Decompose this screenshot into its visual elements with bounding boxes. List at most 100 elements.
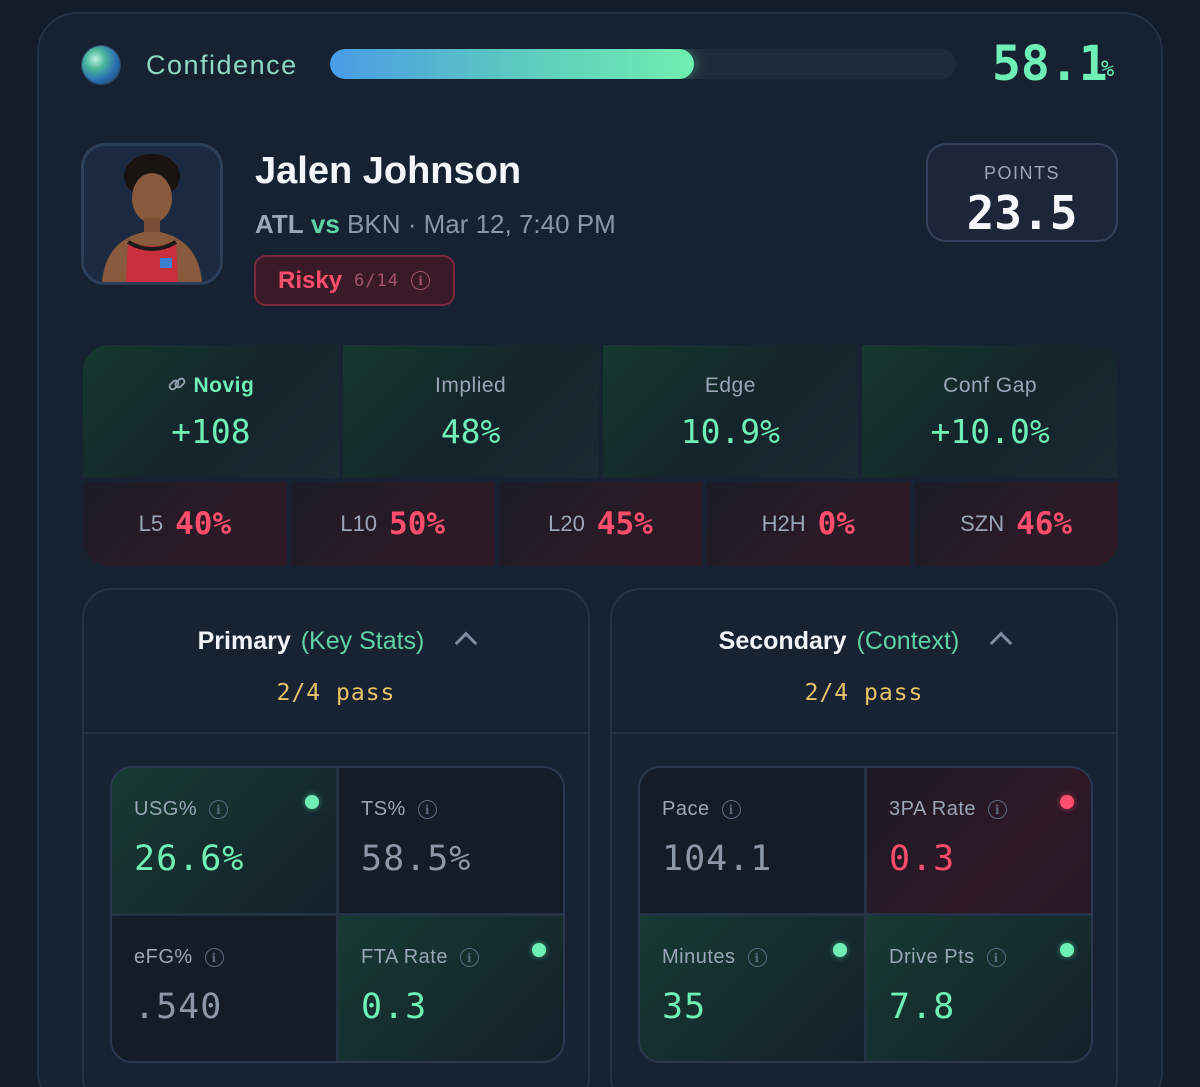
hit-rate-value: 40% [175,506,232,542]
prop-line-box: POINTS 23.5 [926,143,1118,242]
odds-label: Edge [704,374,756,397]
info-icon[interactable]: i [988,800,1008,819]
info-icon[interactable]: i [411,271,430,290]
chevron-up-icon[interactable] [990,631,1013,655]
opponent-abbr: BKN [347,209,401,239]
pass-dot-icon [532,943,546,957]
info-icon[interactable]: i [204,948,224,967]
odds-label: Implied [435,374,507,397]
pass-dot-icon [305,795,319,809]
stat-label-text: Pace [662,798,710,820]
stat-ts: TS% i 58.5% [339,768,563,913]
odds-value: 48% [440,412,501,451]
confidence-label: Confidence [146,50,298,80]
player-name: Jalen Johnson [255,150,522,192]
prop-line-value: 23.5 [966,186,1078,240]
panel-title: Secondary (Context) [612,627,1116,656]
stat-label-text: TS% [361,798,406,820]
risk-badge[interactable]: Risky 6/14 i [254,255,455,306]
primary-panel: Primary (Key Stats) 2/4 pass USG% i 26.6% … [82,588,590,1087]
stat-efg: eFG% i .540 [112,916,336,1061]
stat-label-text: eFG% [134,946,193,968]
stat-drive-pts: Drive Pts i 7.8 [867,916,1091,1061]
confidence-value: 58.1 [992,36,1108,92]
hit-rate-label: L10 [340,511,378,536]
info-icon[interactable]: i [460,948,479,967]
stat-grid: Pace i 104.1 3PA Rate i 0.3 Minutes i 35 Dr… [638,766,1093,1063]
confidence-bar-fill [330,49,694,79]
odds-value: +108 [171,412,251,451]
stat-value: 0.3 [889,839,956,879]
hit-rate-cell: L10 50% [290,482,495,566]
hit-rate-cell: SZN 46% [914,482,1118,566]
hit-rate-value: 45% [596,506,653,542]
stat-pace: Pace i 104.1 [640,768,864,913]
odds-cell-novig[interactable]: Novig +108 [83,345,339,478]
panel-title-sub: (Context) [856,627,960,655]
stat-label: USG% i [134,798,314,821]
stat-value: .540 [134,987,223,1027]
prop-type-label: POINTS [983,163,1060,183]
hit-rate-cell: L5 40% [83,482,287,566]
hit-rate-cell: L20 45% [498,482,703,566]
odds-value: 10.9% [680,412,781,451]
hit-rate-label: L20 [548,511,585,536]
secondary-panel: Secondary (Context) 2/4 pass Pace i 104.1 … [610,588,1118,1087]
team-abbr: ATL [255,209,304,239]
fail-dot-icon [1060,795,1074,809]
secondary-panel-header[interactable]: Secondary (Context) 2/4 pass [612,590,1116,734]
stat-usg: USG% i 26.6% [112,768,336,913]
hit-rate-value: 50% [389,506,446,542]
stat-label-text: 3PA Rate [889,798,977,820]
odds-value: +10.0% [930,412,1050,451]
stat-value: 35 [662,987,707,1027]
vs-label: vs [310,209,340,239]
odds-label-text: Novig [193,374,255,397]
stat-value: 26.6% [134,839,245,879]
hit-rate-cell: H2H 0% [706,482,911,566]
hit-rate-label: L5 [138,511,164,536]
link-icon [169,377,186,391]
hit-rate-label: H2H [761,511,806,536]
confidence-unit: % [1101,57,1115,82]
stat-value: 58.5% [361,839,472,879]
hit-rate-value: 0% [817,506,855,542]
stat-label: Minutes i [662,946,842,969]
info-icon[interactable]: i [417,800,437,819]
info-icon[interactable]: i [986,948,1006,967]
stat-label: Pace i [662,798,842,821]
pass-dot-icon [1060,943,1074,957]
stat-label: Drive Pts i [889,946,1069,969]
stat-value: 0.3 [361,987,428,1027]
matchup: ATL vs BKN · Mar 12, 7:40 PM [255,209,616,240]
stat-label: TS% i [361,798,541,821]
stat-label-text: FTA Rate [361,946,448,968]
stat-grid: USG% i 26.6% TS% i 58.5% eFG% i .540 FTA Ra… [110,766,565,1063]
panel-title-main: Secondary [718,627,847,655]
chevron-up-icon[interactable] [455,631,478,655]
panel-title-main: Primary [197,627,291,655]
hit-rate-value: 46% [1016,506,1073,542]
info-icon[interactable]: i [209,800,229,819]
panel-title-sub: (Key Stats) [300,627,425,655]
panel-title: Primary (Key Stats) [84,627,588,656]
pass-count: 2/4 pass [276,680,396,706]
pass-count: 2/4 pass [804,680,924,706]
odds-row: Novig +108 Implied 48% Edge 10.9% Conf G… [83,345,1118,478]
odds-cell-implied: Implied 48% [342,345,599,478]
hit-rate-row: L5 40% L10 50% L20 45% H2H 0% SZN 46% [83,482,1118,566]
confidence-bar [330,49,956,79]
game-datetime: · Mar 12, 7:40 PM [407,209,616,239]
stat-label-text: Minutes [662,946,736,968]
primary-panel-header[interactable]: Primary (Key Stats) 2/4 pass [84,590,588,734]
hit-rate-label: SZN [960,511,1005,536]
player-avatar [81,143,223,285]
info-icon[interactable]: i [721,800,741,819]
stat-value: 104.1 [662,839,773,879]
stat-label: FTA Rate i [361,946,541,969]
odds-cell-edge: Edge 10.9% [602,345,859,478]
risk-count: 6/14 [354,270,399,291]
odds-label: Novig [83,374,339,398]
stat-label: 3PA Rate i [889,798,1069,821]
info-icon[interactable]: i [747,948,767,967]
